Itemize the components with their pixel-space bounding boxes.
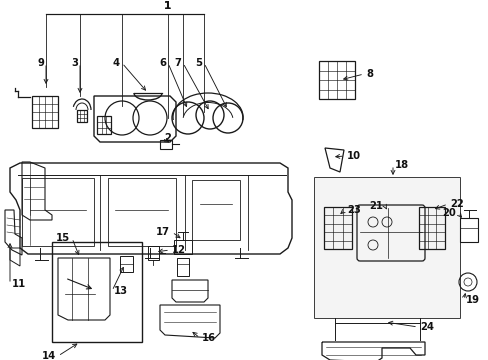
Text: 11: 11: [12, 279, 26, 289]
Text: 23: 23: [346, 205, 360, 215]
Bar: [459, 218, 477, 242]
Text: 4: 4: [113, 58, 120, 68]
Bar: [418, 207, 444, 249]
Text: 10: 10: [346, 151, 360, 161]
Text: 15: 15: [56, 233, 70, 243]
Text: 16: 16: [202, 333, 216, 343]
Text: 14: 14: [41, 351, 56, 360]
Bar: [148, 246, 159, 260]
Text: 3: 3: [71, 58, 78, 68]
Bar: [32, 96, 58, 128]
Bar: [22, 178, 94, 246]
Bar: [177, 258, 189, 276]
Text: 18: 18: [394, 160, 408, 170]
Text: 12: 12: [172, 245, 185, 255]
Text: 1: 1: [163, 1, 170, 11]
Text: 19: 19: [465, 295, 479, 305]
Bar: [77, 110, 87, 122]
Text: 21: 21: [368, 201, 382, 211]
Bar: [314, 178, 459, 318]
Bar: [318, 61, 354, 99]
Bar: [174, 240, 192, 254]
Text: 7: 7: [174, 58, 181, 68]
Bar: [160, 140, 172, 149]
Text: 1: 1: [163, 1, 170, 11]
Bar: [192, 180, 240, 240]
Text: 8: 8: [365, 69, 372, 79]
Text: 22: 22: [449, 199, 463, 209]
Bar: [314, 178, 459, 318]
Text: 24: 24: [419, 322, 433, 332]
Text: 13: 13: [114, 286, 128, 296]
Text: 20: 20: [441, 208, 455, 218]
Bar: [108, 178, 176, 246]
Text: 5: 5: [195, 58, 202, 68]
Bar: [52, 242, 142, 342]
Bar: [97, 116, 111, 134]
Bar: [120, 256, 133, 272]
Text: 9: 9: [37, 58, 44, 68]
Bar: [324, 207, 351, 249]
Text: 2: 2: [163, 133, 170, 143]
Text: 6: 6: [159, 58, 165, 68]
Text: 17: 17: [156, 227, 170, 237]
